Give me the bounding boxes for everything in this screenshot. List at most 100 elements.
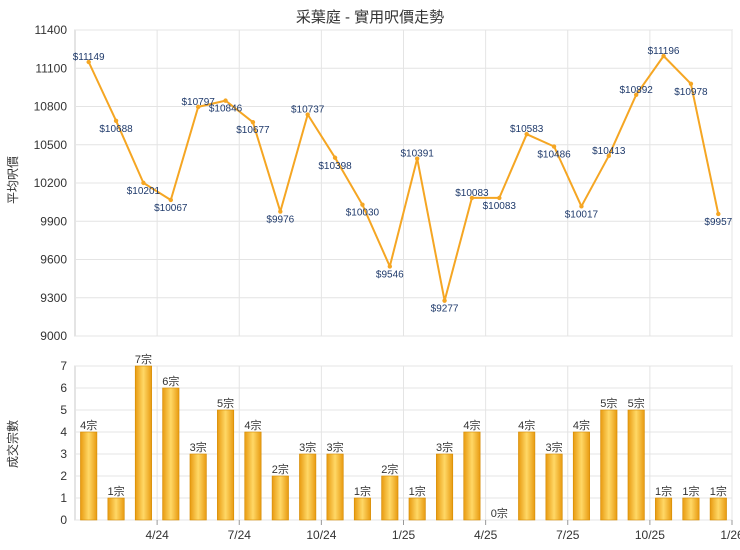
volume-data-label: 4宗 <box>573 418 590 432</box>
price-tick-label: 9900 <box>40 214 67 228</box>
price-point <box>141 180 146 186</box>
volume-data-label: 4宗 <box>244 418 261 432</box>
volume-data-label: 0宗 <box>491 506 508 520</box>
price-data-label: $10583 <box>510 124 544 135</box>
price-data-label: $10892 <box>620 85 654 96</box>
volume-data-label: 3宗 <box>546 440 563 454</box>
volume-tick-label: 0 <box>60 513 67 527</box>
price-point <box>195 104 201 110</box>
price-point <box>278 209 283 214</box>
price-tick-label: 9300 <box>40 291 67 305</box>
price-data-label: $10978 <box>674 87 708 98</box>
volume-data-label: 6宗 <box>162 374 179 388</box>
price-tick-label: 10800 <box>34 100 68 114</box>
price-tick-label: 10500 <box>34 138 68 152</box>
price-point <box>469 195 475 201</box>
price-tick-label: 10200 <box>34 176 68 190</box>
price-data-label: $9546 <box>376 269 404 280</box>
volume-bar <box>134 365 152 521</box>
volume-bar <box>709 497 727 521</box>
price-point <box>442 298 447 303</box>
volume-axis-label: 成交宗數 <box>5 420 20 468</box>
price-data-label: $10083 <box>483 201 517 212</box>
price-point <box>360 202 365 207</box>
volume-bar <box>408 497 426 521</box>
volume-data-label: 5宗 <box>628 396 645 410</box>
volume-bar <box>436 453 454 521</box>
x-axis-tick-label: 7/24 <box>228 528 252 542</box>
price-point <box>688 81 694 87</box>
price-data-label: $11149 <box>73 52 105 63</box>
volume-data-label: 3宗 <box>436 440 453 454</box>
price-data-label: $10067 <box>154 203 188 214</box>
x-axis-tick-label: 4/24 <box>145 528 169 542</box>
volume-data-label: 1宗 <box>108 484 125 498</box>
price-data-label: $10391 <box>401 149 435 160</box>
price-point <box>250 119 256 125</box>
volume-bar <box>326 453 344 521</box>
price-point <box>606 153 612 159</box>
price-point <box>633 92 639 97</box>
volume-data-label: 3宗 <box>190 440 207 454</box>
volume-bar <box>572 431 590 521</box>
price-point <box>551 144 557 149</box>
volume-bar <box>189 453 207 521</box>
price-data-label: $9957 <box>704 217 732 228</box>
price-point <box>305 112 310 117</box>
price-point <box>497 195 502 201</box>
price-point <box>113 118 119 123</box>
volume-bar <box>381 475 399 521</box>
volume-bar <box>217 409 235 521</box>
price-point <box>524 131 529 137</box>
price-line-panel: 9000 9300 9600 9900 10200 10500 10800 11100 1140… <box>34 23 733 343</box>
volume-tick-label: 4 <box>60 425 67 439</box>
price-data-label: $10398 <box>318 161 352 172</box>
price-point <box>387 264 393 269</box>
x-axis-tick-label: 10/25 <box>635 528 665 542</box>
volume-data-label: 2宗 <box>272 462 289 476</box>
volume-bar <box>80 431 98 521</box>
volume-tick-label: 3 <box>60 447 67 461</box>
price-point <box>223 98 228 103</box>
volume-tick-label: 6 <box>60 381 67 395</box>
volume-tick-label: 5 <box>60 403 67 417</box>
volume-tick-label: 2 <box>60 469 67 483</box>
volume-data-label: 1宗 <box>682 484 699 498</box>
x-axis-tick-label: 1/26 <box>720 528 740 542</box>
price-point <box>414 156 420 161</box>
volume-bar <box>463 431 481 521</box>
volume-bar <box>545 453 563 521</box>
x-axis-tick-label: 1/25 <box>392 528 416 542</box>
price-data-label: $10737 <box>291 105 325 116</box>
price-data-label: $10017 <box>565 209 599 220</box>
volume-bar-panel: 0 1 2 3 4 5 6 7 4/24 7/24 10/24 1/25 4/25 7/25 10/25 1/… <box>60 352 740 542</box>
price-point <box>716 211 721 217</box>
volume-data-label: 5宗 <box>217 396 234 410</box>
volume-tick-label: 7 <box>60 359 67 373</box>
price-data-label: $11196 <box>648 46 680 57</box>
x-axis-tick-label: 7/25 <box>556 528 580 542</box>
volume-data-label: 1宗 <box>354 484 371 498</box>
volume-data-label: 4宗 <box>518 418 535 432</box>
chart-title: 采葉庭 - 實用呎價走勢 <box>296 8 444 26</box>
volume-data-label: 1宗 <box>655 484 672 498</box>
volume-data-label: 3宗 <box>299 440 316 454</box>
price-data-label: $10083 <box>455 188 489 199</box>
price-tick-label: 9000 <box>40 329 67 343</box>
price-point <box>86 59 91 65</box>
price-data-label: $10486 <box>537 150 571 161</box>
volume-data-label: 3宗 <box>327 440 344 454</box>
volume-bar <box>244 431 262 521</box>
price-data-label: $9277 <box>431 304 459 315</box>
volume-bar <box>271 475 289 521</box>
price-tick-label: 11100 <box>35 61 67 75</box>
volume-data-label: 4宗 <box>463 418 480 432</box>
price-point <box>332 155 338 160</box>
price-tick-label: 9600 <box>40 253 67 267</box>
price-data-label: $10030 <box>346 208 380 219</box>
volume-bar <box>299 453 317 521</box>
volume-bar <box>518 431 536 521</box>
price-data-label: $10797 <box>182 97 216 108</box>
